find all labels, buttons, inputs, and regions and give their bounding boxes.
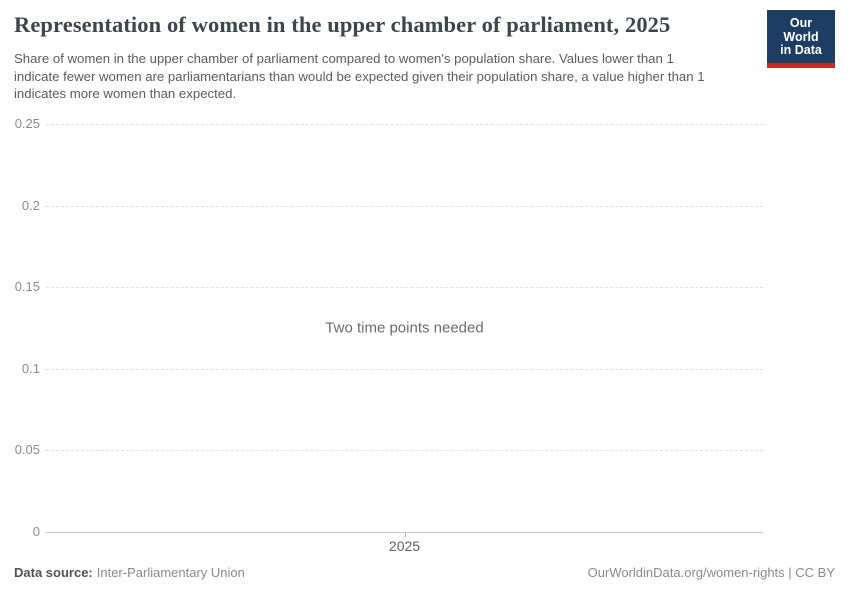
gridline [46, 450, 763, 452]
x-tick-mark [404, 532, 406, 537]
data-source: Data source: Inter-Parliamentary Union [14, 565, 245, 580]
owid-logo-line1: Our World [783, 16, 819, 44]
owid-logo-line2: in Data [780, 43, 822, 57]
footer-link[interactable]: OurWorldinData.org/women-rights | CC BY [587, 565, 835, 580]
gridline [46, 368, 763, 370]
data-source-value: Inter-Parliamentary Union [96, 565, 245, 580]
gridline [46, 287, 763, 289]
x-tick-label: 2025 [388, 538, 421, 554]
chart-subtitle: Share of women in the upper chamber of p… [14, 51, 705, 102]
chart-plot-area: 0.25 0.2 0.15 0.1 0.05 0 Two time points… [15, 116, 763, 554]
y-tick-label: 0.2 [21, 197, 40, 213]
y-tick-label: 0.1 [21, 360, 40, 376]
no-data-message: Two time points needed [325, 319, 484, 337]
gridline [46, 124, 763, 125]
y-tick-label: 0.05 [14, 442, 40, 458]
y-tick-label: 0.15 [14, 279, 40, 295]
footer: Data source: Inter-Parliamentary Union Ou… [14, 565, 835, 580]
page-title: Representation of women in the upper cha… [14, 12, 671, 37]
y-tick-label: 0.25 [14, 116, 40, 132]
gridline [46, 205, 763, 207]
y-tick-label: 0 [32, 524, 40, 540]
data-source-label: Data source: [14, 565, 93, 580]
owid-logo: Our World in Data [767, 10, 835, 68]
